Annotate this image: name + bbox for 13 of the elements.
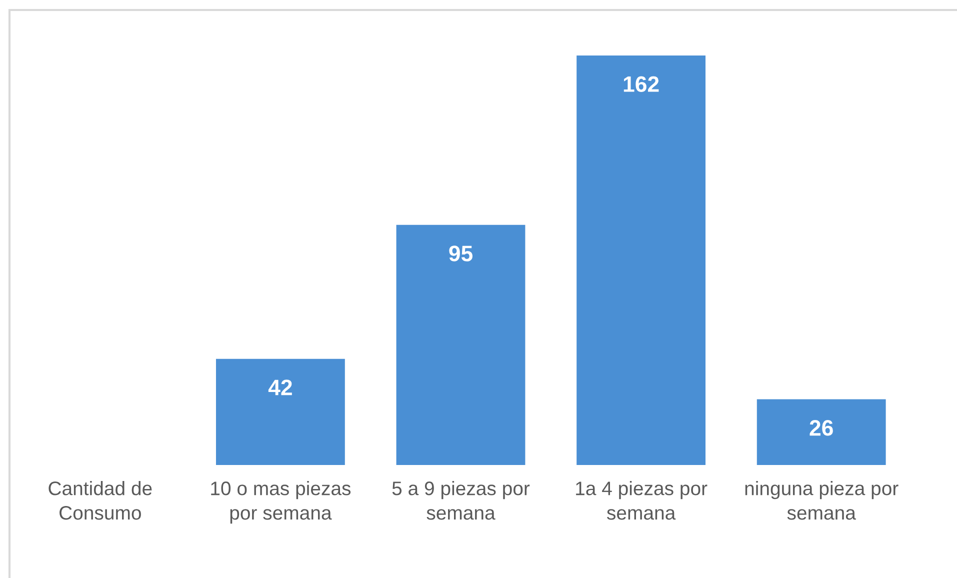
x-tick-label: 1a 4 piezas por semana [576,481,708,520]
x-tick-label: ninguna pieza por semana [745,481,898,520]
bar [576,56,706,465]
data-label: 42 [268,380,292,396]
data-label: 95 [449,246,472,262]
data-label: 162 [624,76,659,92]
bar [396,224,526,465]
x-tick-label: 5 a 9 piezas por semana [392,481,530,520]
bar [216,358,345,465]
bar [756,399,886,465]
data-label: 26 [810,420,833,436]
x-tick-label: Cantidad de Consumo [48,481,152,520]
x-tick-label: 10 o mas piezas por semana [211,481,351,524]
